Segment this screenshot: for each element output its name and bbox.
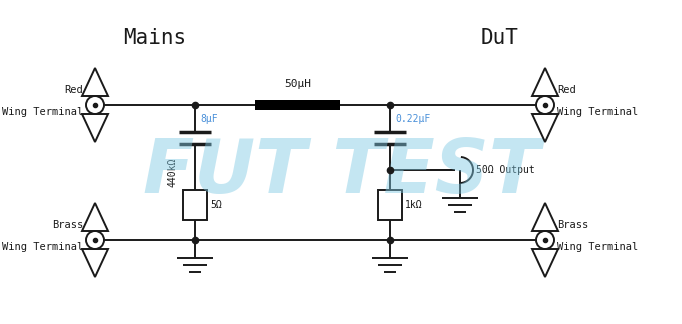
Bar <box>255 100 340 110</box>
Text: 440kΩ: 440kΩ <box>168 158 178 187</box>
Text: Red: Red <box>557 85 576 95</box>
Polygon shape <box>82 114 108 142</box>
Text: DuT: DuT <box>481 28 519 48</box>
Polygon shape <box>532 114 558 142</box>
Text: Wing Terminal: Wing Terminal <box>557 107 638 117</box>
Text: Wing Terminal: Wing Terminal <box>557 242 638 252</box>
Text: Brass: Brass <box>52 220 83 230</box>
Text: 50Ω Output: 50Ω Output <box>476 165 535 175</box>
Text: Mains: Mains <box>123 28 187 48</box>
Polygon shape <box>82 249 108 277</box>
Text: Brass: Brass <box>557 220 589 230</box>
Polygon shape <box>532 249 558 277</box>
Polygon shape <box>532 203 558 231</box>
Text: 5Ω: 5Ω <box>210 200 222 210</box>
Text: 1kΩ: 1kΩ <box>405 200 423 210</box>
Text: Wing Terminal: Wing Terminal <box>2 242 83 252</box>
Text: 8μF: 8μF <box>200 114 218 124</box>
Text: Red: Red <box>64 85 83 95</box>
Polygon shape <box>82 68 108 96</box>
Text: 50μH: 50μH <box>284 79 311 89</box>
Polygon shape <box>532 68 558 96</box>
Text: FUT TEST: FUT TEST <box>143 135 539 209</box>
Polygon shape <box>82 203 108 231</box>
Bar <box>183 190 207 220</box>
Bar <box>378 190 402 220</box>
Text: 0.22μF: 0.22μF <box>395 114 430 124</box>
Text: Wing Terminal: Wing Terminal <box>2 107 83 117</box>
